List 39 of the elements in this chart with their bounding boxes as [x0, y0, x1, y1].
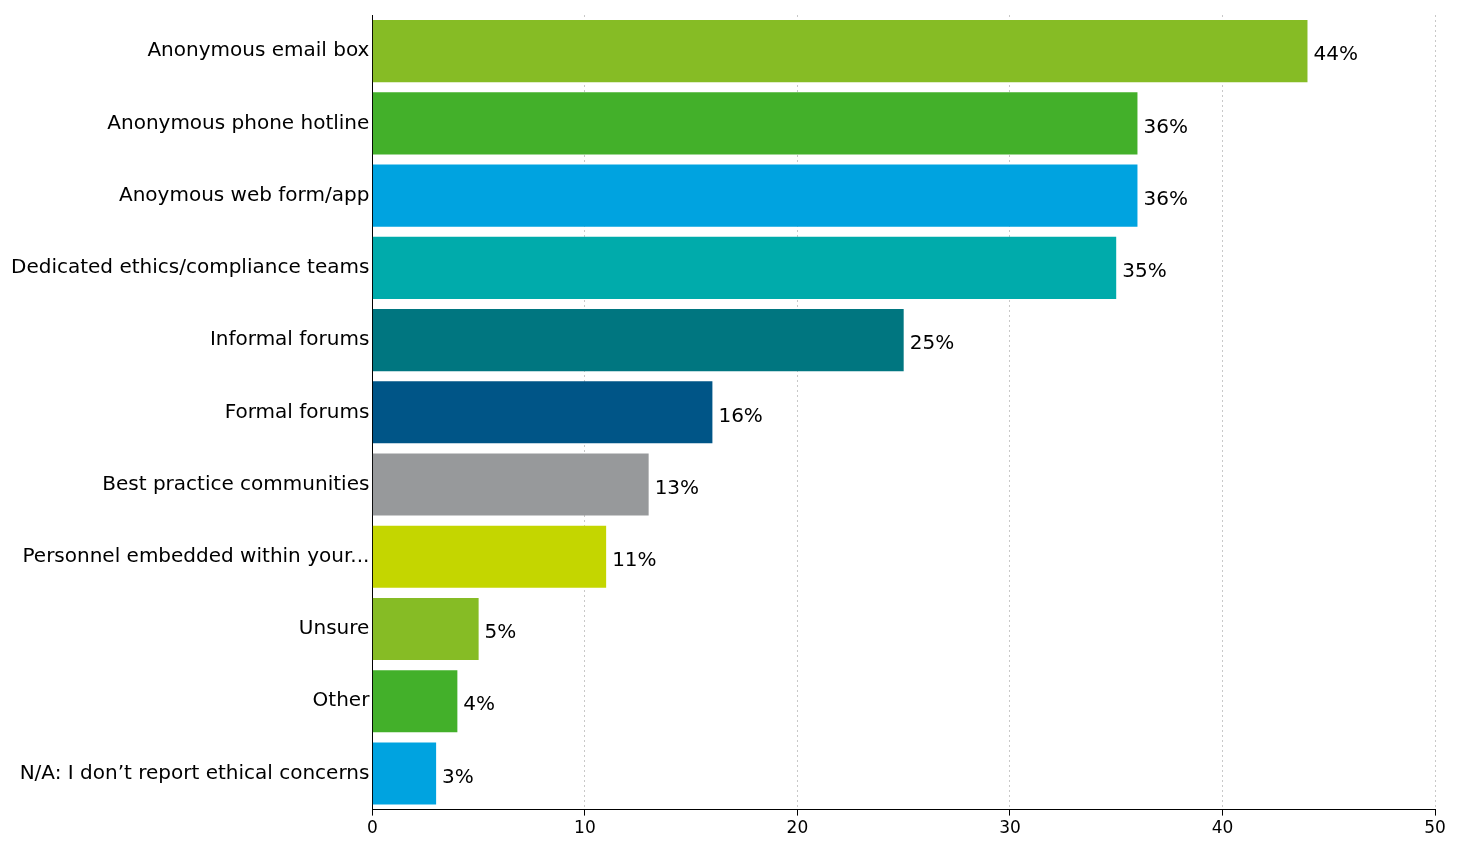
- x-tick-label: 50: [1424, 817, 1446, 838]
- bar: [372, 597, 479, 661]
- data-label: 5%: [484, 619, 517, 644]
- data-label: 36%: [1143, 185, 1188, 210]
- data-label: 4%: [463, 691, 496, 716]
- y-tick-label: Dedicated ethics/compliance teams: [11, 254, 370, 279]
- data-label: 36%: [1143, 113, 1188, 138]
- data-label: 25%: [909, 330, 955, 355]
- y-tick-label: Unsure: [298, 615, 370, 640]
- bar: [372, 525, 607, 588]
- y-tick-label: Personnel embedded within your...: [22, 542, 370, 567]
- bar: [372, 236, 1117, 299]
- data-label: 3%: [442, 763, 474, 788]
- y-tick-label: N/A: I don’t report ethical concerns: [19, 759, 370, 784]
- y-tick-label: Anonymous email box: [147, 37, 370, 62]
- data-label: 16%: [718, 402, 763, 427]
- bar: [372, 453, 649, 516]
- y-tick-label: Other: [312, 687, 371, 712]
- y-tick-label: Informal forums: [209, 326, 370, 351]
- x-tick-label: 40: [1211, 817, 1234, 838]
- bar: [372, 742, 437, 805]
- bar: [372, 670, 458, 733]
- x-tick-label: 20: [786, 817, 809, 838]
- y-tick-label: Anonymous phone hotline: [107, 109, 370, 134]
- x-tick-label: 10: [574, 817, 596, 838]
- bar: [372, 92, 1138, 155]
- bar: [372, 164, 1138, 227]
- x-tick-label: 30: [999, 817, 1021, 838]
- y-tick-label: Anoymous web form/app: [119, 181, 370, 206]
- y-tick-label: Best practice communities: [102, 470, 370, 495]
- x-tick-label: 0: [366, 817, 378, 838]
- data-label: 13%: [654, 474, 700, 499]
- data-label: 11%: [612, 546, 657, 571]
- bar: [372, 309, 904, 372]
- bar: [372, 20, 1308, 83]
- data-label: 44%: [1313, 41, 1358, 66]
- y-tick-label: Formal forums: [224, 398, 370, 423]
- bar: [372, 381, 713, 444]
- data-label: 35%: [1122, 258, 1167, 283]
